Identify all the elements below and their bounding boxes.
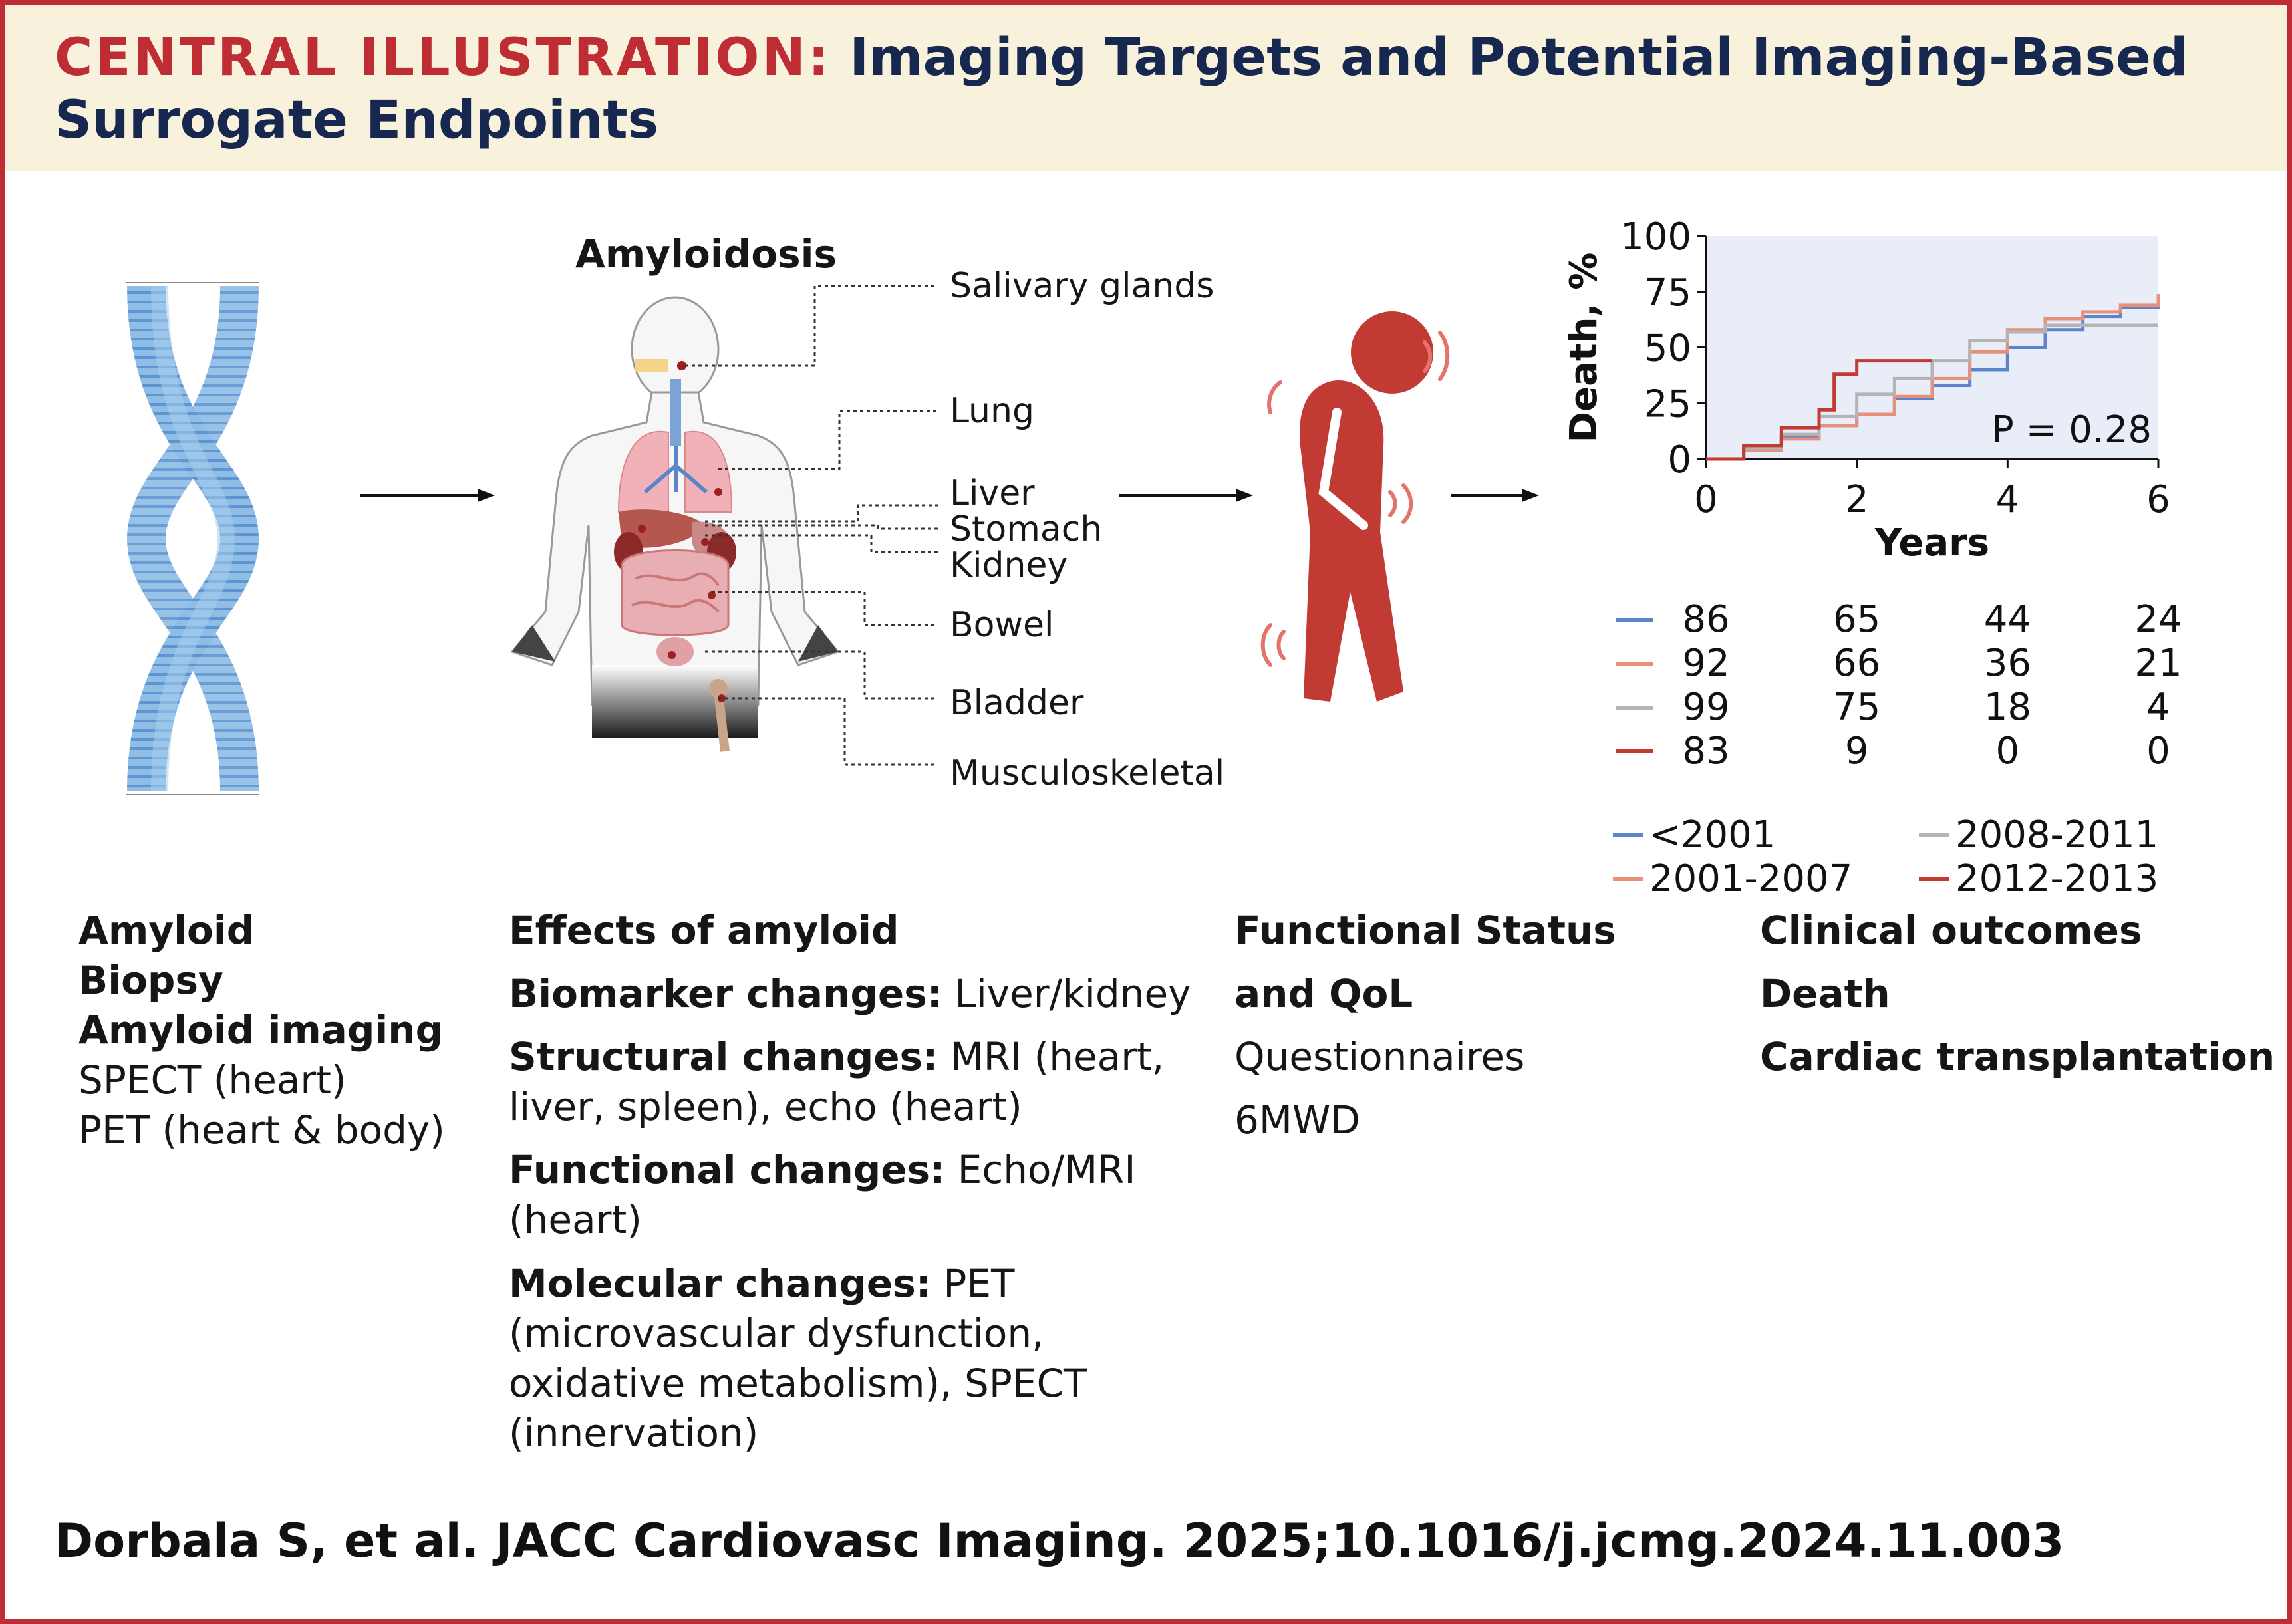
organ-label-lung: Lung	[950, 391, 1034, 431]
functional-text2: (heart)	[509, 1197, 642, 1242]
at-risk-value: 83	[1682, 730, 1729, 773]
organ-label-kidney: Kidney	[950, 545, 1068, 585]
functional-heading: Functional Status	[1234, 908, 1616, 953]
x-axis-label: Years	[1874, 521, 1989, 565]
at-risk-value: 9	[1845, 730, 1869, 773]
series-line-4	[1706, 359, 1932, 461]
arrow-right-icon	[1119, 489, 1253, 502]
amyloid-pet: PET (heart & body)	[78, 1107, 445, 1152]
functional-label: Functional changes:	[509, 1147, 946, 1192]
title-rest: Imaging Targets and Potential Imaging-Ba…	[849, 28, 2188, 88]
title-lead: CENTRAL ILLUSTRATION:	[55, 28, 832, 88]
organ-label-bladder: Bladder	[950, 683, 1084, 723]
at-risk-value: 86	[1682, 598, 1729, 641]
outcomes-death: Death	[1760, 971, 1890, 1016]
y-axis-label: Death, %	[1562, 253, 1606, 443]
at-risk-value: 75	[1833, 686, 1880, 729]
arrow-right-icon	[1451, 489, 1539, 502]
molecular-text4: (innervation)	[509, 1411, 759, 1456]
functional-text: Echo/MRI	[945, 1147, 1136, 1192]
human-body-organs-icon	[510, 296, 840, 752]
organ-label-musculoskeletal: Musculoskeletal	[950, 753, 1225, 793]
molecular-text3: oxidative metabolism), SPECT	[509, 1361, 1087, 1406]
organ-label-salivary: Salivary glands	[950, 266, 1215, 306]
functional-item-6mwd: 6MWD	[1234, 1097, 1360, 1143]
page-title: CENTRAL ILLUSTRATION: Imaging Targets an…	[55, 27, 2249, 152]
effects-molecular: Molecular changes: PET (microvascular dys…	[509, 1259, 1087, 1458]
effects-structural: Structural changes: MRI (heart, liver, sp…	[509, 1032, 1164, 1132]
outcomes-transplant: Cardiac transplantation	[1760, 1034, 2275, 1079]
x-tick-label: 2	[1845, 478, 1869, 521]
at-risk-value: 0	[1996, 730, 2020, 773]
outcomes-heading: Clinical outcomes	[1760, 908, 2142, 953]
p-value-annotation: P = 0.28	[1991, 408, 2152, 452]
citation: Dorbala S, et al. JACC Cardiovasc Imagin…	[55, 1514, 2065, 1568]
effects-biomarker: Biomarker changes: Liver/kidney	[509, 969, 1191, 1019]
molecular-label: Molecular changes:	[509, 1261, 931, 1306]
plot-area	[1706, 236, 2158, 459]
y-tick-label: 0	[1667, 438, 1691, 481]
x-tick-label: 0	[1694, 478, 1718, 521]
at-risk-value: 99	[1682, 686, 1729, 729]
at-risk-value: 66	[1833, 642, 1880, 685]
biomarker-text: Liver/kidney	[942, 971, 1191, 1016]
unwell-person-icon	[1260, 311, 1450, 702]
organ-label-bowel: Bowel	[950, 605, 1054, 645]
organ-leader-lines	[685, 285, 938, 766]
amyloid-biopsy: Biopsy	[78, 958, 223, 1003]
at-risk-value: 4	[2146, 686, 2170, 729]
arrow-right-icon	[360, 489, 495, 502]
y-tick-label: 75	[1644, 271, 1691, 315]
diagram-title: Amyloidosis	[575, 231, 837, 277]
at-risk-value: 0	[2146, 730, 2170, 773]
y-tick-label: 25	[1644, 382, 1691, 426]
functional-heading-2: and QoL	[1234, 971, 1413, 1016]
at-risk-value: 36	[1984, 642, 2031, 685]
organ-label-stomach: Stomach	[950, 509, 1103, 549]
at-risk-value: 24	[2134, 598, 2182, 641]
structural-label: Structural changes:	[509, 1034, 938, 1079]
molecular-text2: (microvascular dysfunction,	[509, 1311, 1044, 1356]
y-tick-label: 50	[1644, 327, 1691, 370]
y-tick-label: 100	[1620, 215, 1691, 259]
header-banner	[5, 5, 2287, 171]
molecular-text: PET	[931, 1261, 1015, 1306]
amyloid-imaging-heading: Amyloid imaging	[78, 1008, 444, 1053]
legend-label: 2008-2011	[1955, 813, 2158, 857]
structural-text: MRI (heart,	[938, 1034, 1165, 1079]
x-tick-label: 4	[1996, 478, 2020, 521]
effects-functional: Functional changes: Echo/MRI (heart)	[509, 1145, 1136, 1245]
at-risk-value: 18	[1984, 686, 2031, 729]
amyloid-spect: SPECT (heart)	[78, 1057, 347, 1103]
amyloid-heading: Amyloid	[78, 908, 255, 953]
at-risk-value: 21	[2134, 642, 2182, 685]
functional-item-questionnaires: Questionnaires	[1234, 1034, 1525, 1079]
title-line2: Surrogate Endpoints	[55, 90, 659, 150]
legend-label: 2012-2013	[1955, 857, 2158, 898]
at-risk-value: 44	[1984, 598, 2031, 641]
structural-text2: liver, spleen), echo (heart)	[509, 1084, 1022, 1129]
biomarker-label: Biomarker changes:	[509, 971, 942, 1016]
organ-label-liver: Liver	[950, 474, 1035, 513]
effects-heading: Effects of amyloid	[509, 908, 899, 953]
at-risk-value: 92	[1682, 642, 1729, 685]
legend-label: 2001-2007	[1649, 857, 1852, 898]
legend-label: <2001	[1649, 813, 1775, 857]
at-risk-value: 65	[1833, 598, 1880, 641]
x-tick-label: 6	[2146, 478, 2170, 521]
amyloid-fibril-icon	[126, 282, 259, 795]
